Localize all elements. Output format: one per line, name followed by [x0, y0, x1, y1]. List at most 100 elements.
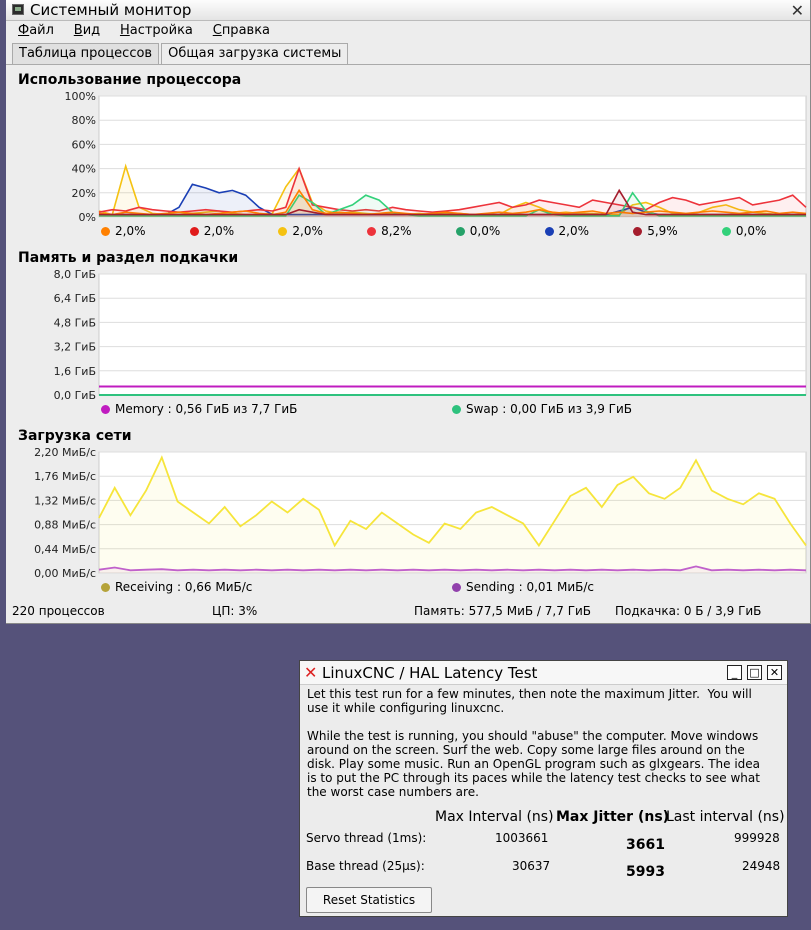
cpu-legend-item: 0,0%: [721, 224, 767, 238]
graph-plot-area: [98, 451, 807, 574]
servo-max-interval: 1003661: [495, 831, 549, 845]
cpu-color-dot[interactable]: [633, 227, 643, 236]
cpu-legend-value: 2,0%: [203, 224, 235, 238]
cpu-legend-item: 2,0%: [189, 224, 235, 238]
cpu-legend-value: 2,0%: [558, 224, 590, 238]
cpu-color-dot[interactable]: [455, 227, 465, 236]
series-area: [99, 166, 806, 217]
y-tick-label: 8,0 ГиБ: [54, 268, 96, 281]
system-monitor-titlebar[interactable]: Системный монитор ✕: [6, 0, 810, 21]
y-tick-label: 0,88 МиБ/с: [34, 519, 96, 532]
network-legend: Receiving : 0,66 МиБ/с Sending : 0,01 Ми…: [6, 580, 811, 596]
maximize-button[interactable]: □: [747, 665, 762, 680]
cpu-color-dot[interactable]: [721, 227, 731, 236]
series-line-1: [98, 565, 807, 572]
sending-color-dot[interactable]: [452, 583, 461, 592]
base-max-interval: 30637: [512, 859, 551, 873]
memory-graph: 8,0 ГиБ 6,4 ГиБ 4,8 ГиБ 3,2 ГиБ 1,6 ГиБ 0,0 Г…: [54, 268, 807, 402]
series-line-0: [98, 455, 807, 548]
tab-resources[interactable]: Общая загрузка системы: [161, 43, 349, 65]
reset-statistics-button[interactable]: Reset Statistics: [306, 887, 432, 913]
latency-titlebar[interactable]: ✕ LinuxCNC / HAL Latency Test _ □ ✕: [300, 661, 787, 685]
graph-plot-area: [98, 273, 807, 396]
memory-legend-item: Memory : 0,56 ГиБ из 7,7 ГиБ: [101, 402, 297, 416]
cpu-graph: 100% 80% 60% 40% 20% 0%: [65, 90, 807, 224]
series-line-4: [98, 188, 807, 216]
memory-color-dot[interactable]: [101, 405, 110, 414]
y-tick-label: 0,44 МиБ/с: [34, 543, 96, 556]
receiving-color-dot[interactable]: [101, 583, 110, 592]
base-thread-label: Base thread (25µs):: [306, 859, 425, 873]
y-tick-label: 100%: [65, 90, 96, 103]
y-tick-label: 6,4 ГиБ: [54, 292, 96, 305]
y-tick-label: 80%: [72, 114, 96, 127]
close-button[interactable]: ✕: [767, 665, 782, 680]
y-tick-label: 1,32 МиБ/с: [34, 494, 96, 507]
graph-plot-area: [98, 95, 807, 218]
cpu-color-dot[interactable]: [278, 227, 288, 236]
receiving-legend-item: Receiving : 0,66 МиБ/с: [101, 580, 252, 594]
window-title: Системный монитор: [30, 1, 192, 19]
cpu-legend-item: 5,9%: [633, 224, 678, 238]
swap-color-dot[interactable]: [452, 405, 461, 414]
monitor-app-icon: [12, 4, 24, 15]
memory-legend: Memory : 0,56 ГиБ из 7,7 ГиБ Swap : 0,00…: [6, 402, 811, 418]
cpu-color-dot[interactable]: [367, 227, 377, 236]
y-tick-label: 1,76 МиБ/с: [34, 470, 96, 483]
servo-max-jitter: 3661: [626, 837, 665, 853]
cpu-color-dot[interactable]: [101, 227, 110, 236]
close-icon[interactable]: ✕: [790, 1, 804, 20]
menu-settings[interactable]: Настройка: [119, 23, 193, 38]
cpu-legend: 2,0% 2,0% 2,0% 8,2% 0,0% 2,0% 5,9% 0,0%: [6, 224, 811, 240]
network-section-title: Загрузка сети: [18, 428, 132, 444]
latency-test-window: ✕ LinuxCNC / HAL Latency Test _ □ ✕ Let …: [299, 660, 788, 917]
header-max-interval: Max Interval (ns): [435, 809, 554, 825]
receiving-legend-label: Receiving : 0,66 МиБ/с: [115, 580, 253, 594]
network-graph: 2,20 МиБ/с 1,76 МиБ/с 1,32 МиБ/с 0,88 МиБ/с…: [34, 446, 807, 580]
y-tick-label: 2,20 МиБ/с: [34, 446, 96, 459]
latency-description: Let this test run for a few minutes, the…: [307, 687, 761, 799]
cpu-legend-item: 0,0%: [455, 224, 501, 238]
base-max-jitter: 5993: [626, 864, 665, 880]
cpu-legend-item: 8,2%: [367, 224, 412, 238]
y-tick-label: 1,6 ГиБ: [54, 365, 96, 378]
tab-divider: [6, 64, 810, 65]
series-area: [99, 566, 806, 573]
cpu-legend-value: 2,0%: [292, 224, 323, 238]
sending-legend-label: Sending : 0,01 МиБ/с: [466, 580, 595, 594]
tab-bar: Таблица процессов Общая загрузка системы: [12, 43, 350, 65]
status-memory: Память: 577,5 МиБ / 7,7 ГиБ: [414, 604, 592, 618]
base-last-interval: 24948: [742, 859, 781, 873]
swap-legend-item: Swap : 0,00 ГиБ из 3,9 ГиБ: [452, 402, 632, 416]
memory-legend-label: Memory : 0,56 ГиБ из 7,7 ГиБ: [115, 402, 298, 416]
cpu-legend-value: 0,0%: [469, 224, 501, 238]
y-tick-label: 20%: [72, 187, 96, 200]
cpu-legend-value: 8,2%: [381, 224, 412, 238]
y-tick-label: 3,2 ГиБ: [54, 341, 96, 354]
servo-last-interval: 999928: [734, 831, 780, 845]
cpu-section-title: Использование процессора: [18, 72, 242, 88]
series-line-2: [98, 166, 807, 214]
cpu-legend-value: 0,0%: [735, 224, 767, 238]
cpu-legend-item: 2,0%: [101, 224, 146, 238]
menu-view[interactable]: Вид: [73, 23, 101, 38]
memory-section-title: Память и раздел подкачки: [18, 250, 239, 266]
cpu-legend-item: 2,0%: [278, 224, 323, 238]
series-area: [99, 190, 806, 217]
cpu-color-dot[interactable]: [189, 227, 199, 236]
status-cpu: ЦП: 3%: [212, 604, 258, 618]
header-last-interval: Last interval (ns): [666, 809, 785, 825]
sending-legend-item: Sending : 0,01 МиБ/с: [452, 580, 594, 594]
menu-help[interactable]: Справка: [212, 23, 271, 38]
cpu-color-dot[interactable]: [544, 227, 554, 236]
x-logo-icon: ✕: [304, 663, 318, 682]
y-tick-label: 0%: [79, 211, 96, 224]
y-tick-label: 0,0 ГиБ: [54, 389, 96, 402]
series-area: [99, 457, 806, 573]
menu-file[interactable]: Файл: [18, 23, 54, 38]
minimize-button[interactable]: _: [727, 665, 742, 680]
header-max-jitter: Max Jitter (ns): [556, 809, 670, 825]
tab-processes[interactable]: Таблица процессов: [12, 43, 160, 64]
system-monitor-window: Системный монитор ✕ Файл Вид Настройка С…: [6, 0, 811, 624]
menubar: Файл Вид Настройка Справка: [6, 21, 810, 41]
